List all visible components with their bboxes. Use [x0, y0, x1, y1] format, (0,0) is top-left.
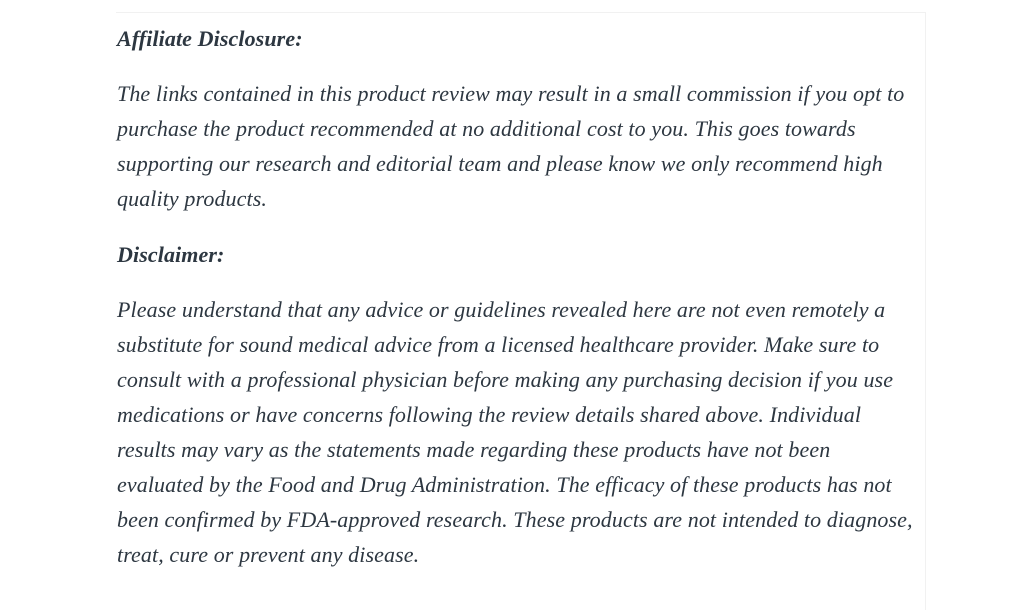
affiliate-disclosure-section: Affiliate Disclosure: The links containe… [117, 21, 919, 216]
affiliate-disclosure-text: The links contained in this product revi… [117, 81, 905, 211]
disclaimer-text: Please understand that any advice or gui… [117, 297, 913, 567]
affiliate-disclosure-heading: Affiliate Disclosure: [117, 26, 303, 51]
disclaimer-heading: Disclaimer: [117, 242, 225, 267]
article-content: Affiliate Disclosure: The links containe… [116, 12, 926, 610]
disclaimer-section: Disclaimer: Please understand that any a… [117, 237, 919, 572]
